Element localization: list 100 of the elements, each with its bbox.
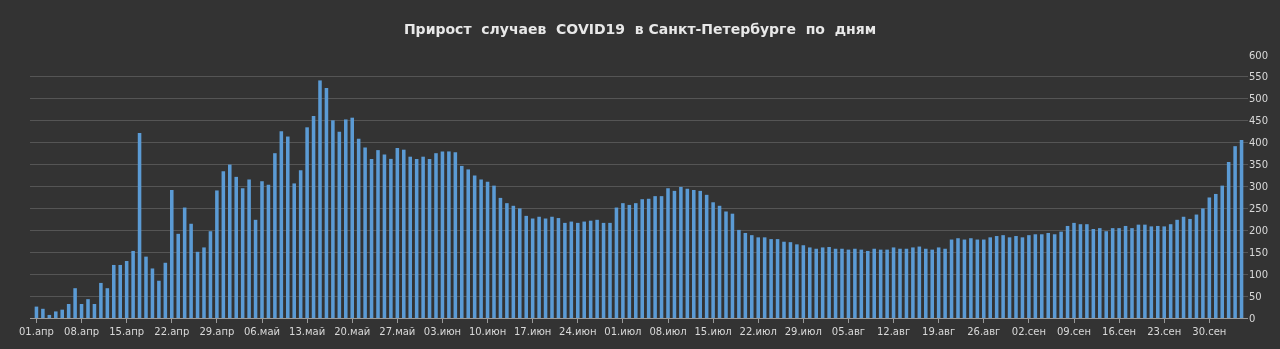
y-tick-label: 100 — [1249, 268, 1269, 280]
bar — [1001, 235, 1005, 318]
y-tick-label: 500 — [1249, 93, 1269, 105]
x-tick-label: 19.авг — [922, 326, 956, 337]
bar — [170, 190, 174, 318]
x-tick-label: 03.июн — [423, 326, 462, 337]
bar — [1027, 235, 1031, 318]
bar — [292, 183, 296, 318]
bar — [608, 222, 612, 318]
bar — [634, 203, 638, 318]
bar — [286, 136, 290, 318]
bar — [582, 221, 586, 318]
bar — [376, 150, 380, 318]
x-tick-label: 02.сен — [1011, 326, 1046, 337]
bar — [1104, 231, 1108, 318]
bar — [518, 208, 522, 318]
bar — [460, 165, 464, 318]
bar — [421, 156, 425, 318]
bar — [924, 248, 928, 318]
x-tick-label: 15.июл — [694, 326, 732, 337]
x-tick-label: 08.июл — [649, 326, 687, 337]
x-tick-label: 09.сен — [1056, 326, 1092, 337]
bar — [885, 249, 889, 318]
bar — [782, 241, 786, 318]
bar — [692, 190, 696, 318]
bar — [54, 311, 58, 318]
bar — [447, 151, 451, 318]
y-tick-label: 600 — [1249, 49, 1269, 61]
bar — [1117, 228, 1121, 318]
bar — [666, 188, 670, 318]
bar — [866, 250, 870, 318]
bar — [956, 238, 960, 318]
bar — [389, 158, 393, 318]
bar — [492, 185, 496, 318]
bar — [1175, 219, 1179, 318]
bar — [99, 282, 103, 318]
x-tick-label: 22.июл — [739, 326, 777, 337]
bar — [408, 156, 412, 318]
y-tick-label: 200 — [1249, 224, 1269, 236]
x-tick-label: 27.май — [379, 326, 416, 337]
bar — [1098, 228, 1102, 318]
bar — [331, 120, 335, 318]
x-tick-label: 10.июн — [468, 326, 507, 337]
bar — [595, 219, 599, 318]
bar — [537, 216, 541, 318]
bar — [176, 233, 180, 318]
bar — [563, 222, 567, 318]
y-tick-label: 50 — [1249, 290, 1262, 302]
y-tick-label: 300 — [1249, 181, 1269, 192]
bar — [434, 153, 438, 318]
bar — [576, 222, 580, 318]
bar — [402, 149, 406, 318]
bar — [737, 229, 741, 318]
bar — [840, 248, 844, 318]
bar — [131, 250, 135, 318]
bar — [653, 196, 657, 318]
x-tick-label: 08.апр — [64, 326, 100, 337]
chart-title: Прирост случаев COVID19 в Санкт-Петербурге по дням — [403, 21, 877, 38]
bar — [795, 244, 799, 318]
bar — [479, 179, 483, 318]
x-tick-label: 20.май — [334, 326, 371, 337]
bar — [988, 237, 992, 318]
bar — [60, 309, 64, 318]
bar — [1233, 146, 1237, 318]
bar — [466, 169, 470, 318]
bar — [911, 247, 915, 318]
bar — [679, 186, 683, 318]
bar — [1014, 236, 1018, 318]
bar — [814, 248, 818, 318]
x-tick-label: 26.авг — [967, 326, 1001, 337]
bar — [305, 127, 309, 318]
bar — [1046, 232, 1050, 318]
bar — [827, 246, 831, 318]
bar — [853, 248, 857, 318]
x-tick-label: 01.апр — [18, 326, 54, 337]
bar — [930, 249, 934, 318]
bar — [41, 308, 45, 318]
x-tick-label: 13.май — [289, 326, 326, 337]
bar — [1059, 231, 1063, 318]
bar — [982, 239, 986, 318]
bar — [1040, 234, 1044, 318]
x-tick-label: 22.апр — [154, 326, 190, 337]
bar — [344, 119, 348, 318]
y-tick-label: 400 — [1249, 137, 1269, 149]
bar — [750, 235, 754, 318]
y-tick-label: 150 — [1249, 246, 1269, 258]
bar — [350, 117, 354, 318]
bar — [363, 147, 367, 318]
bar — [318, 80, 322, 318]
bar — [157, 280, 161, 318]
bar — [247, 179, 251, 318]
x-tick-label: 12.авг — [876, 326, 911, 337]
bar — [86, 299, 90, 318]
bar — [1188, 218, 1192, 318]
bar — [898, 248, 902, 318]
bar — [260, 181, 264, 318]
y-tick-label: 0 — [1249, 312, 1256, 324]
x-tick-label: 29.июл — [784, 326, 822, 337]
bar — [808, 247, 812, 318]
y-tick-label: 350 — [1249, 159, 1269, 171]
